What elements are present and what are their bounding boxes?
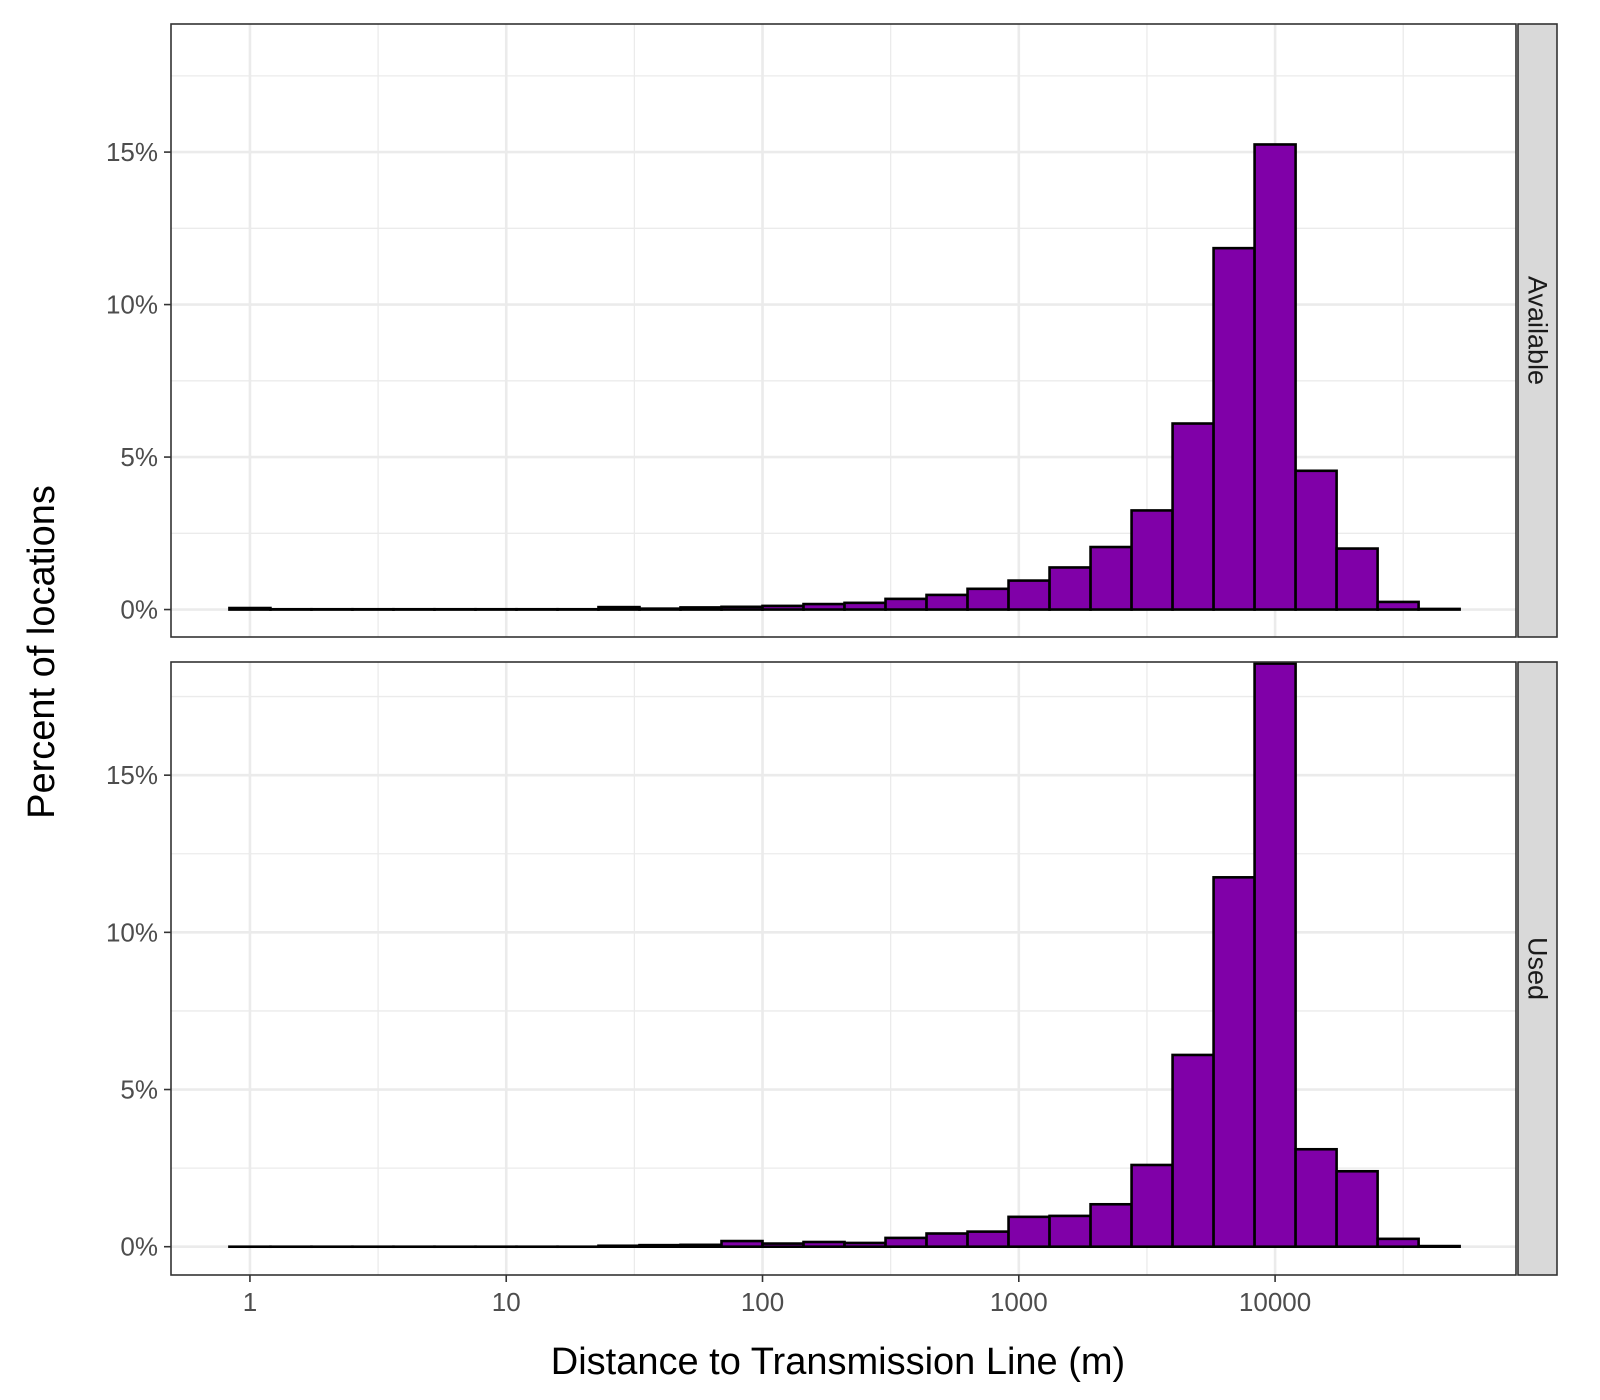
histogram-bar	[597, 605, 641, 611]
histogram-bar	[1417, 1244, 1461, 1249]
histogram-bar	[1048, 1214, 1092, 1249]
histogram-bar	[1089, 545, 1133, 611]
histogram-bar	[1130, 1163, 1174, 1249]
histogram-bar	[843, 601, 887, 611]
histogram-bar	[761, 1242, 805, 1249]
histogram-bar	[638, 607, 682, 611]
histogram-bar	[1007, 579, 1051, 611]
histogram-bar	[1376, 1237, 1420, 1249]
histogram-bar	[966, 587, 1010, 611]
histogram-bar	[966, 1230, 1010, 1249]
histogram-bar	[1417, 607, 1461, 611]
histogram-bar	[638, 1243, 682, 1249]
histogram-bar	[1294, 469, 1338, 611]
histogram-bar	[802, 602, 846, 611]
bars	[228, 143, 1461, 611]
histogram-bar	[1171, 422, 1215, 611]
histogram-bar	[720, 1239, 764, 1249]
histogram-bar	[884, 597, 928, 611]
facet-panel-used: 0% 5% 10% 15% Used	[106, 661, 1558, 1276]
histogram-bar	[1294, 1147, 1338, 1249]
histogram-bar	[761, 604, 805, 611]
y-tick-label: 5%	[120, 1075, 158, 1105]
histogram-bar	[1212, 246, 1256, 611]
x-tick-label: 1	[243, 1287, 257, 1317]
facet-panels: 0% 5% 10% 15% Available 0% 5% 10% 15% Used	[106, 23, 1558, 1276]
histogram-bar	[884, 1236, 928, 1249]
histogram-bar	[1212, 876, 1256, 1249]
facet-strip-label: Used	[1523, 937, 1553, 1000]
y-tick-label: 0%	[120, 1232, 158, 1262]
histogram-bar	[1335, 1169, 1379, 1249]
y-tick-label: 10%	[106, 290, 158, 320]
histogram-bar	[228, 606, 272, 611]
histogram-bar	[679, 606, 723, 611]
histogram-bar	[1253, 662, 1297, 1249]
y-tick-label: 15%	[106, 137, 158, 167]
histogram-bar	[1253, 143, 1297, 611]
panel-border	[170, 23, 1517, 638]
y-tick-label: 5%	[120, 442, 158, 472]
histogram-bar	[597, 1244, 641, 1249]
y-tick-label: 15%	[106, 760, 158, 790]
x-tick-label: 10	[492, 1287, 521, 1317]
histogram-bar	[1335, 547, 1379, 611]
histogram-bar	[1007, 1215, 1051, 1249]
facet-panel-available: 0% 5% 10% 15% Available	[106, 23, 1558, 638]
facet-strip-label: Available	[1523, 276, 1553, 385]
x-axis: 1 10 100 1000 10000	[243, 1275, 1311, 1317]
histogram-bar	[1048, 566, 1092, 611]
facet-strip	[1517, 661, 1558, 1276]
facet-strip	[1517, 23, 1558, 638]
x-tick-label: 1000	[990, 1287, 1048, 1317]
histogram-bar	[802, 1240, 846, 1249]
histogram-bar	[843, 1241, 887, 1249]
y-tick-label: 0%	[120, 595, 158, 625]
y-tick-label: 10%	[106, 917, 158, 947]
bars	[228, 662, 1461, 1249]
x-tick-label: 100	[741, 1287, 784, 1317]
panel-border	[170, 661, 1517, 1276]
histogram-bar	[1130, 509, 1174, 611]
histogram-bar	[925, 1232, 969, 1249]
x-axis-title: Distance to Transmission Line (m)	[551, 1341, 1125, 1383]
histogram-bar	[1171, 1053, 1215, 1249]
histogram-bar	[720, 605, 764, 611]
histogram-bar	[679, 1243, 723, 1249]
histogram-bar	[925, 593, 969, 611]
x-tick-label: 10000	[1239, 1287, 1311, 1317]
histogram-bar	[1089, 1202, 1133, 1249]
y-axis-title: Percent of locations	[21, 485, 63, 819]
histogram-bar	[1376, 600, 1420, 611]
